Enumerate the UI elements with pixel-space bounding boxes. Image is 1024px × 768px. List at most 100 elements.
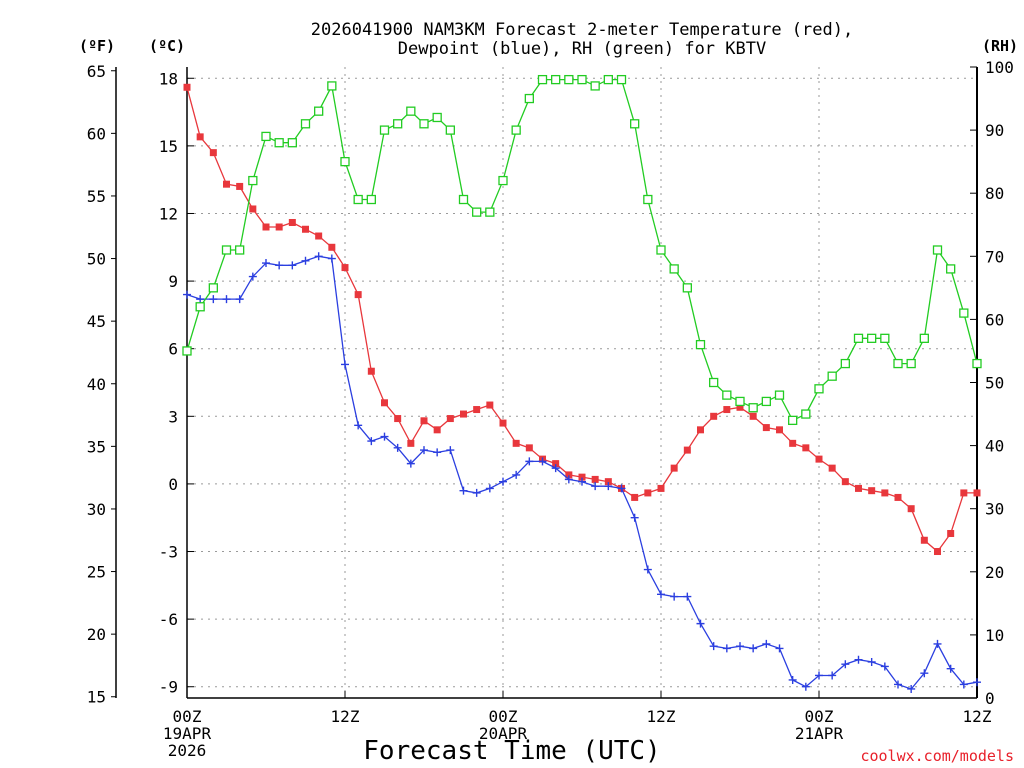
dewpoint-point — [301, 256, 310, 265]
temperature-point — [723, 406, 731, 414]
temperature-point — [275, 223, 283, 231]
temperature-point — [512, 439, 520, 447]
celsius-tick-label: -6 — [159, 610, 178, 629]
rh-tick-label: 50 — [985, 374, 1004, 393]
dewpoint-point — [749, 644, 758, 653]
fahrenheit-tick-label: 55 — [87, 187, 106, 206]
celsius-unit-label: (ºC) — [149, 37, 185, 55]
temperature-point — [407, 439, 415, 447]
temperature-point — [565, 471, 573, 479]
dewpoint-point — [314, 252, 323, 261]
dewpoint-point — [617, 484, 626, 493]
dewpoint-point — [393, 443, 402, 452]
x-tick-label: 12Z — [647, 707, 676, 726]
temperature-point — [920, 536, 928, 544]
temperature-point — [236, 182, 244, 190]
dewpoint-point — [643, 565, 652, 574]
dewpoint-point — [788, 675, 797, 684]
x-tick-label: 21APR — [795, 724, 844, 743]
dewpoint-point — [275, 261, 284, 270]
temperature-point — [736, 403, 744, 411]
rh-point — [340, 156, 350, 167]
temperature-point — [460, 410, 467, 418]
dewpoint-point — [564, 475, 573, 484]
rh-point — [788, 415, 798, 426]
rh-tick-label: 40 — [985, 437, 1004, 456]
dewpoint-point — [696, 619, 705, 628]
rh-point — [498, 175, 508, 186]
rh-point — [511, 125, 521, 135]
rh-point — [353, 194, 363, 205]
fahrenheit-tick-label: 40 — [87, 375, 106, 394]
temperature-point — [499, 419, 507, 427]
dewpoint-point — [327, 254, 336, 263]
celsius-tick-label: 6 — [168, 340, 178, 359]
fahrenheit-tick-label: 50 — [87, 250, 106, 269]
rh-point — [932, 245, 943, 255]
temperature-point — [552, 460, 560, 468]
dewpoint-point — [775, 644, 784, 653]
x-tick-label: 00Z — [173, 707, 202, 726]
temperature-point — [776, 426, 783, 434]
tick-label-layer: 1815129630-3-6-9656055504540353025201510… — [87, 58, 1014, 760]
dewpoint-point — [854, 655, 863, 664]
rh-point — [366, 194, 376, 205]
temperature-point — [973, 489, 981, 497]
dewpoint-point — [209, 295, 218, 304]
dewpoint-point — [538, 457, 547, 466]
rh-unit-label: (RH) — [982, 37, 1018, 55]
chart-title-line1: 2026041900 NAM3KM Forecast 2-meter Tempe… — [311, 20, 853, 40]
temperature-point — [947, 529, 955, 537]
fahrenheit-tick-label: 65 — [87, 62, 106, 81]
rh-point — [867, 333, 877, 343]
rh-tick-label: 90 — [985, 121, 1004, 140]
rh-point — [853, 333, 864, 343]
dewpoint-point — [433, 448, 442, 457]
rh-point — [182, 346, 192, 356]
dewpoint-point — [499, 477, 507, 486]
rh-point — [261, 131, 271, 142]
dewpoint-point — [525, 457, 534, 466]
temperature-point — [328, 243, 336, 251]
temperature-point — [868, 487, 876, 495]
dewpoint-point — [709, 642, 718, 651]
temperature-point — [789, 439, 797, 447]
celsius-tick-label: -9 — [159, 678, 178, 697]
temperature-point — [894, 493, 902, 501]
temperature-point — [683, 446, 691, 454]
temperature-point — [604, 478, 612, 486]
temperature-point — [644, 489, 652, 497]
rh-point — [880, 333, 890, 343]
rh-point — [564, 74, 574, 85]
celsius-tick-label: 0 — [168, 475, 178, 494]
temperature-point — [420, 417, 428, 425]
rh-point — [946, 264, 956, 274]
rh-point — [274, 138, 284, 148]
dewpoint-point — [288, 261, 297, 270]
dewpoint-point — [341, 360, 349, 369]
temperature-point — [262, 223, 270, 231]
rh-point — [537, 74, 548, 85]
dewpoint-point — [894, 680, 902, 689]
temperature-point — [196, 133, 204, 141]
rh-point — [485, 207, 495, 217]
celsius-tick-label: 12 — [159, 204, 178, 223]
rh-point — [221, 245, 232, 255]
dewpoint-point — [472, 488, 481, 497]
dewpoint-point — [196, 295, 205, 304]
rh-point — [722, 390, 732, 400]
rh-point — [314, 106, 324, 116]
rh-point — [603, 74, 613, 85]
fahrenheit-tick-label: 15 — [87, 688, 106, 707]
dewpoint-point — [604, 482, 613, 491]
fahrenheit-tick-label: 60 — [87, 124, 106, 143]
rh-tick-label: 70 — [985, 247, 1004, 266]
dewpoint-point — [222, 295, 231, 304]
rh-point — [577, 74, 587, 85]
temperature-point — [486, 401, 494, 409]
temperature-point — [881, 489, 889, 497]
temperature-point — [815, 455, 823, 463]
temperature-point — [934, 548, 941, 556]
dewpoint-point — [380, 432, 389, 441]
dewpoint-point — [907, 684, 916, 693]
